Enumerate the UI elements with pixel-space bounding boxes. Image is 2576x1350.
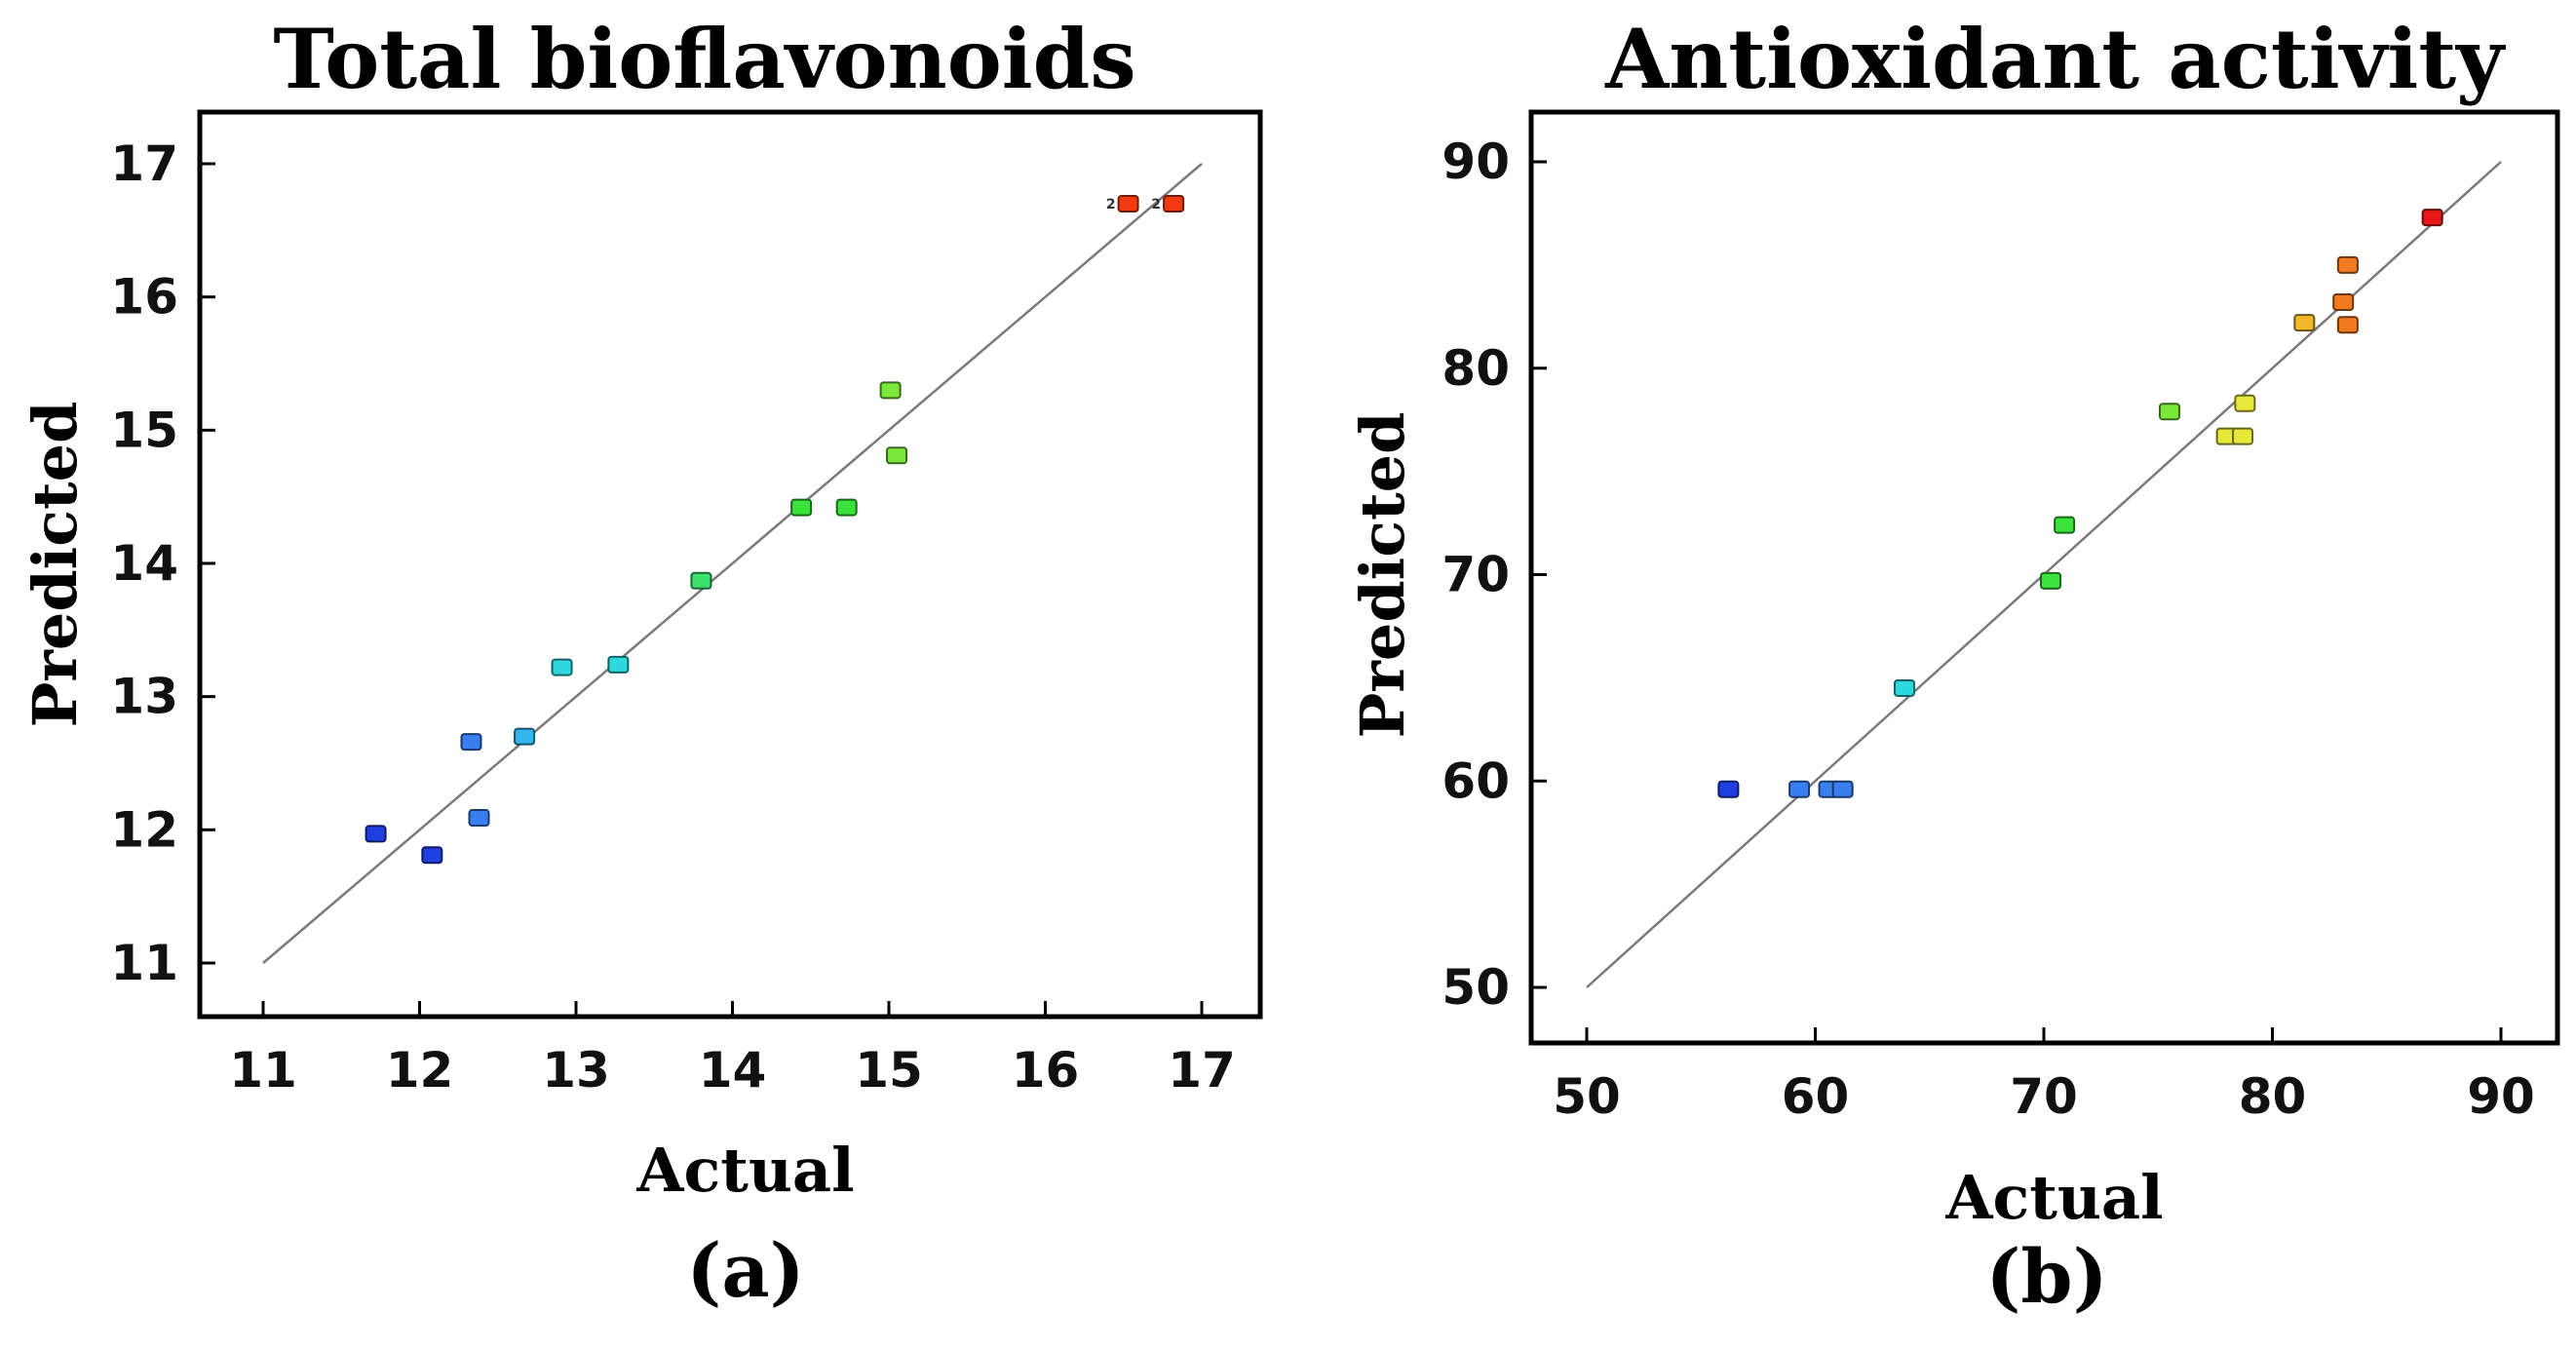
chart-b-title: Antioxidant activity [1604,11,2506,107]
chart-a-point [790,498,813,517]
chart-a-xtick-label: 11 [229,1042,297,1099]
chart-b-point [1717,780,1740,798]
chart-a-xtick-label: 13 [542,1042,610,1099]
chart-b-point [2293,314,2316,332]
chart-b-point [1831,780,1854,798]
chart-a-point-count-label: 2 [1106,197,1116,212]
chart-a-xtick-label: 15 [855,1042,923,1099]
chart-b-xtick-label: 60 [1782,1068,1850,1125]
chart-b-point [1788,780,1811,798]
chart-b-point [2234,394,2256,412]
chart-b-panel-label: (b) [1985,1233,2107,1320]
chart-panel-b: Antioxidant activity 50 60 70 80 90 50 60 70 80 9… [1347,11,2560,1320]
chart-a-point [886,446,908,465]
chart-a-xtick-label: 14 [699,1042,767,1099]
chart-a-point [551,658,573,676]
chart-b-point [2336,316,2359,334]
chart-a-ytick-label: 11 [110,935,178,991]
chart-a-ylabel: Predicted [19,402,91,728]
chart-b-point [2332,292,2355,311]
chart-a-ytick-label: 16 [110,269,178,326]
chart-b-axes: 50 60 70 80 90 50 60 70 80 90 [1442,134,2534,1125]
chart-b-ylabel: Predicted [1347,412,1418,739]
chart-a-xlabel: Actual [635,1135,854,1206]
chart-a-panel-label: (a) [686,1227,804,1314]
chart-a-point [365,825,387,843]
chart-a-point [1163,195,1185,212]
chart-b-ytick-label: 80 [1442,340,1510,397]
chart-b-xtick-label: 50 [1553,1068,1621,1125]
chart-a-ytick-label: 17 [110,135,178,192]
chart-b-ytick-label: 70 [1442,547,1510,603]
chart-b-point [2421,209,2443,227]
chart-b-point [2054,516,2076,534]
chart-panel-a: Total bioflavonoids 11 12 13 14 15 16 17 11 12 13… [19,11,1263,1314]
chart-a-point [468,809,490,828]
chart-a-xtick-label: 17 [1168,1042,1236,1099]
chart-a-xtick-label: 16 [1012,1042,1080,1099]
chart-b-point [2158,403,2180,421]
chart-b-xtick-label: 90 [2467,1068,2535,1125]
chart-b-ytick-label: 90 [1442,134,1510,190]
chart-a-title: Total bioflavonoids [273,11,1135,107]
chart-a-point [460,733,482,752]
chart-b-xtick-label: 80 [2239,1068,2307,1125]
chart-a-ytick-label: 13 [110,669,178,725]
chart-b-xtick-label: 70 [2010,1068,2078,1125]
chart-a-ytick-label: 15 [110,402,178,458]
chart-a-ytick-label: 12 [110,801,178,858]
chart-b-points [1717,209,2443,798]
chart-a-point [421,846,443,865]
chart-a-point [514,727,536,746]
chart-b-point [1893,678,1915,697]
chart-a-point [835,498,858,517]
chart-b-xlabel: Actual [1944,1162,2163,1233]
chart-a-xtick-label: 12 [386,1042,454,1099]
chart-b-ytick-label: 60 [1442,752,1510,809]
chart-b-point [2232,427,2254,445]
chart-a-ytick-label: 14 [110,535,178,592]
chart-b-point [2336,255,2359,274]
chart-b-ytick-label: 50 [1442,959,1510,1016]
chart-a-point [690,571,712,590]
chart-a-point [607,655,630,674]
chart-b-point [2040,571,2062,590]
chart-a-axes: 11 12 13 14 15 16 17 11 12 13 14 15 16 17 [110,135,1235,1099]
chart-a-point [879,381,902,400]
chart-a-point [1117,195,1139,212]
chart-a-point-count-label: 2 [1151,197,1161,212]
chart-a-reference-line [262,163,1203,964]
